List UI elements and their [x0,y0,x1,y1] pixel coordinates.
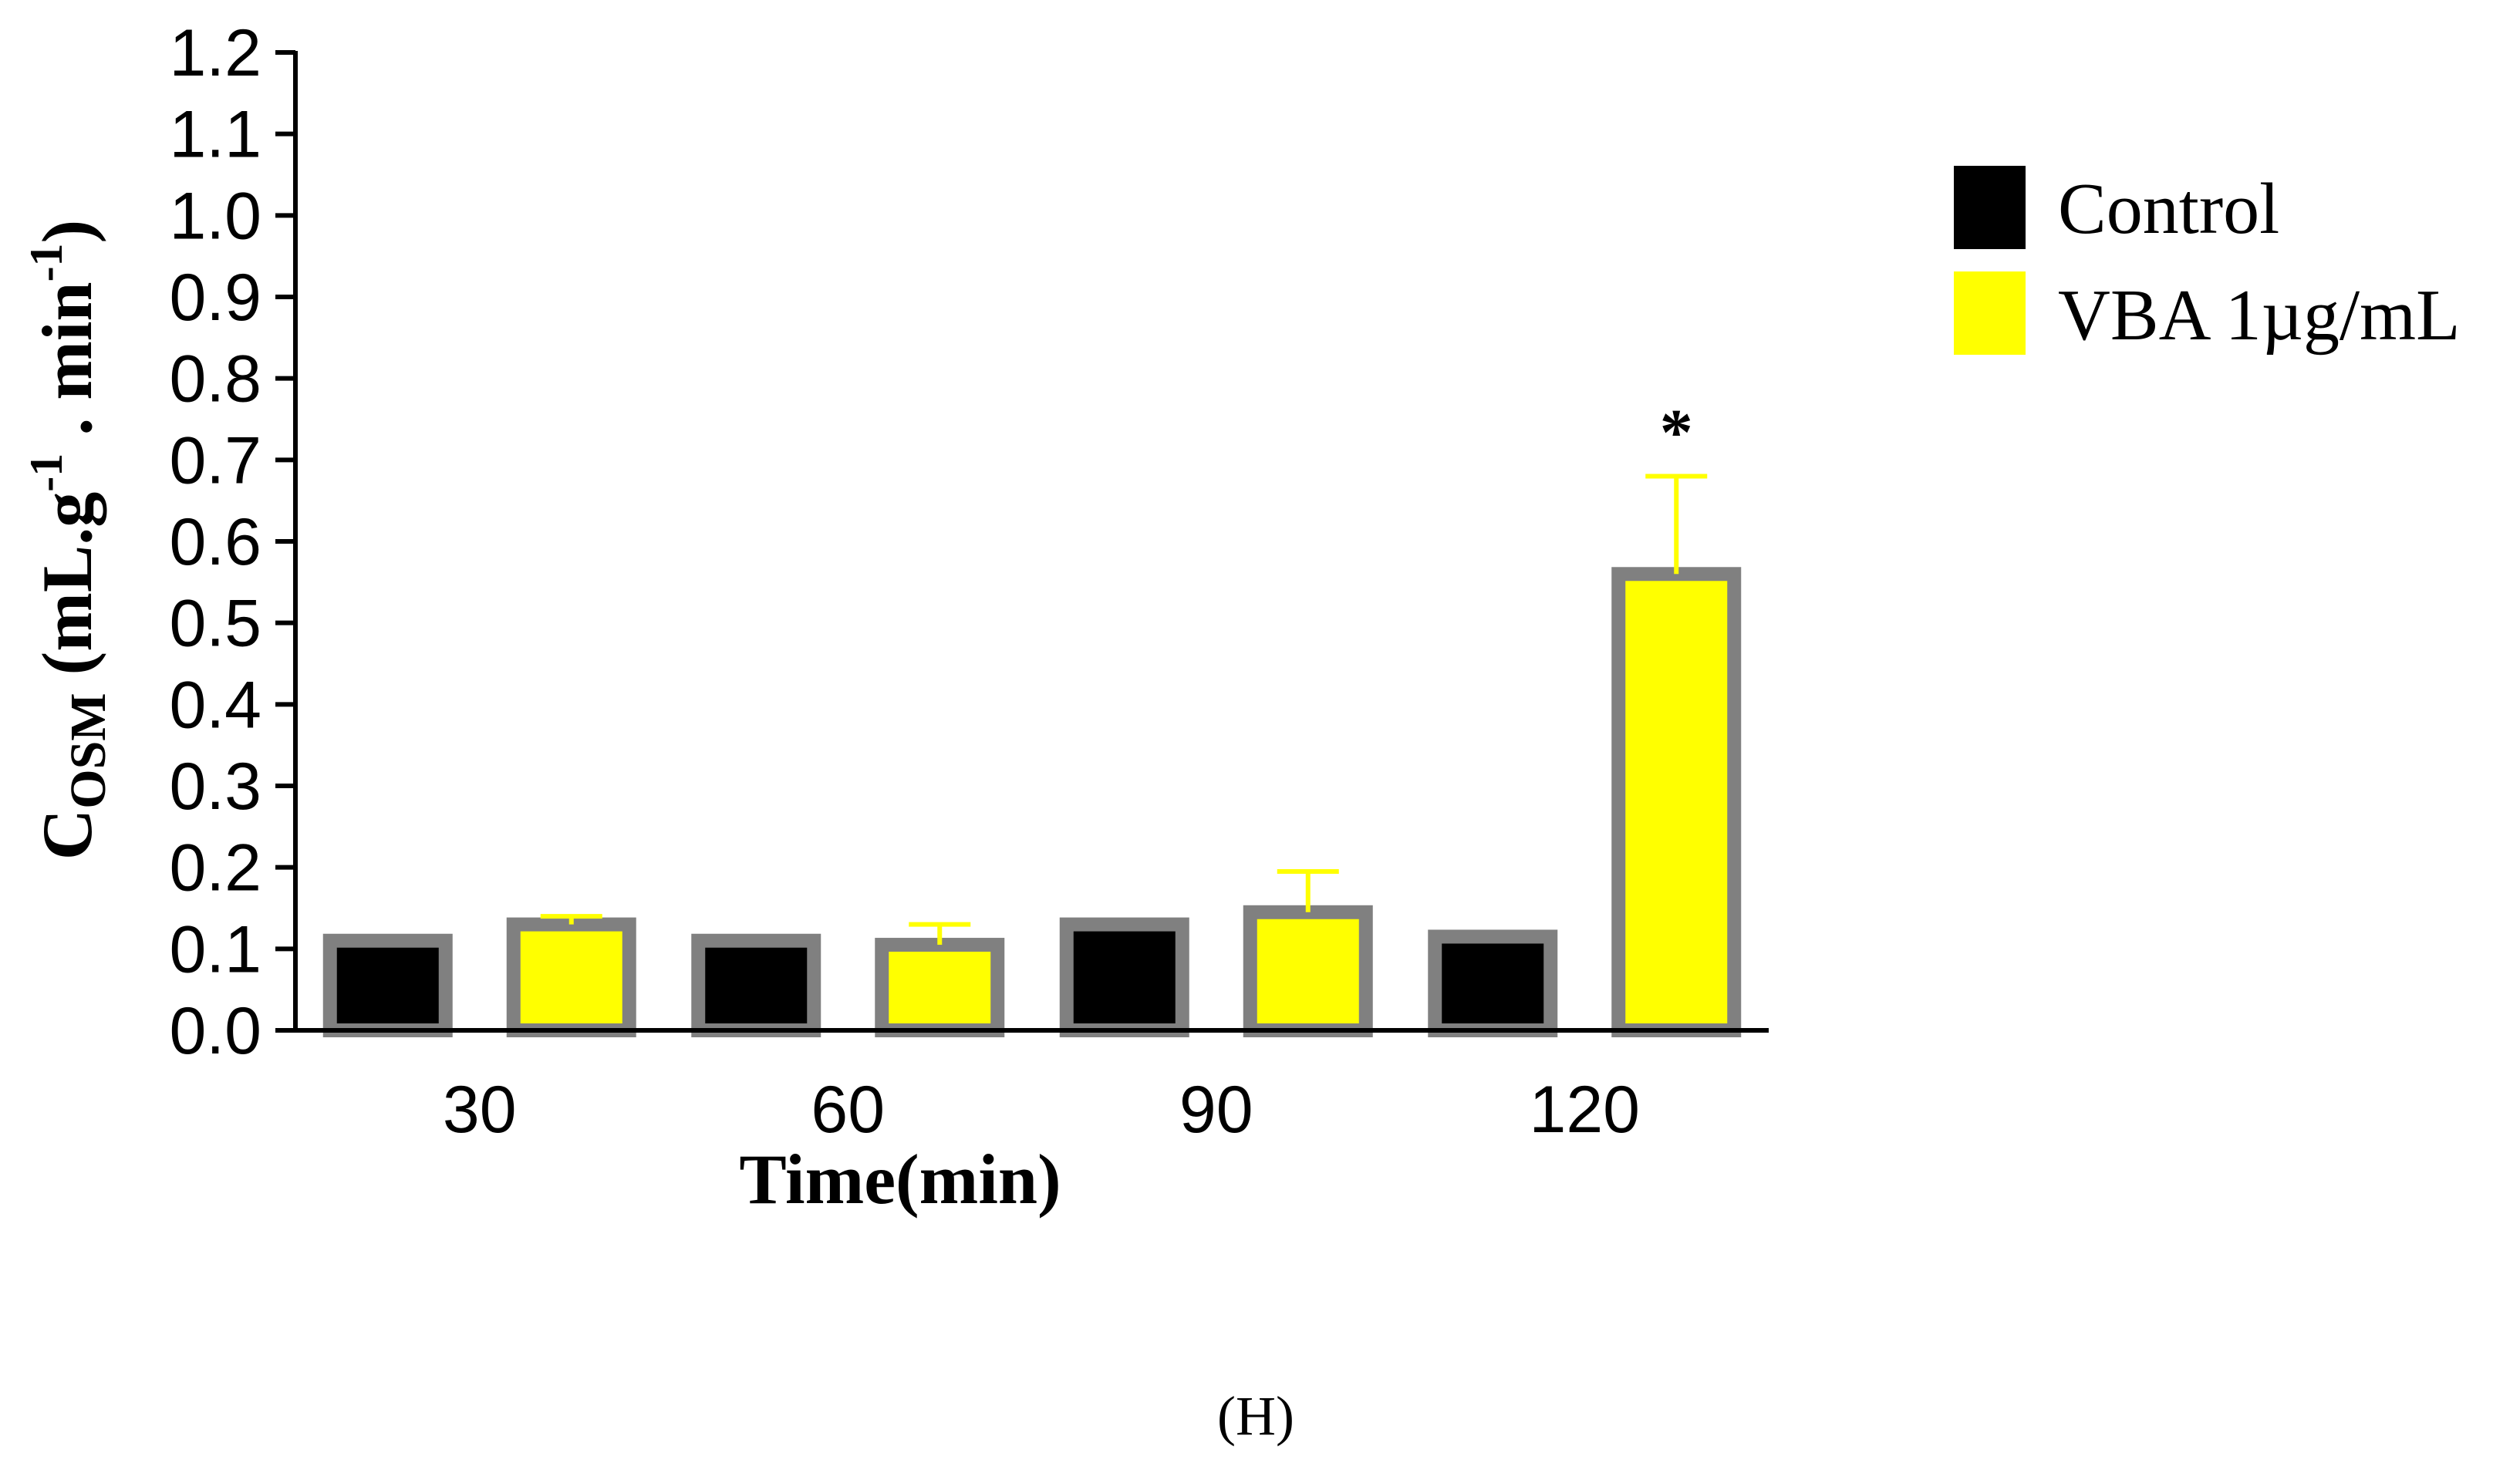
y-tick-label: 0.0 [169,994,261,1068]
bar [875,938,1005,1038]
x-tick-label: 30 [443,1073,517,1147]
bar [691,933,821,1038]
y-axis-title-sub: OSM [60,693,116,808]
bars-layer [322,567,1742,1038]
legend-label-vba: VBA 1µg/mL [2058,275,2461,356]
bar [1611,567,1742,1037]
axes-layer [293,51,1769,1033]
significance-marker: * [1660,395,1693,469]
y-tick-label: 0.1 [169,912,261,986]
bar [322,933,453,1038]
y-tick-label: 0.6 [169,505,261,579]
y-tick-label: 0.5 [169,587,261,661]
y-tick-label: 0.7 [169,423,261,497]
x-axis-title: Time(min) [739,1140,1061,1219]
y-axis-title-main: C [28,809,106,860]
x-ticks-layer: 30 60 90 120 [443,1073,1640,1147]
y-axis-title: COSM (mL.g-1 . min-1) [21,220,116,860]
x-tick-label: 60 [811,1073,885,1147]
y-tick-label: 1.2 [169,16,261,90]
legend-swatch-control [1954,166,2026,249]
y-axis-title-mid: . min [28,281,106,453]
legend-swatch-vba [1954,271,2026,355]
y-axis-title-sup1: -1 [21,453,72,492]
x-tick-label: 120 [1530,1073,1641,1147]
bar [1059,917,1189,1037]
y-tick-label: 0.4 [169,668,261,742]
y-tick-label: 0.3 [169,750,261,824]
panel-label: (H) [1217,1385,1294,1447]
bar [1243,905,1373,1037]
y-axis-title-sup2: -1 [21,243,72,281]
legend: Control VBA 1µg/mL [1954,166,2461,356]
annotations-layer: * [1660,395,1693,469]
error-bars-layer [540,474,1708,946]
y-tick-label: 0.8 [169,342,261,416]
y-axis-title-end: ) [28,220,106,244]
y-tick-label: 0.2 [169,831,261,905]
y-ticks-layer: 0.0 0.10.20.3 0.40.5 0.6 0.70.80.9 1.01.1 1.2 [169,16,295,1068]
legend-label-control: Control [2058,169,2279,249]
x-tick-label: 90 [1179,1073,1253,1147]
y-tick-label: 1.1 [169,98,261,172]
y-axis-title-rest: (mL.g [28,492,106,693]
bar [506,917,636,1037]
bar [1428,929,1558,1037]
y-tick-label: 0.9 [169,261,261,335]
y-tick-label: 1.0 [169,179,261,253]
